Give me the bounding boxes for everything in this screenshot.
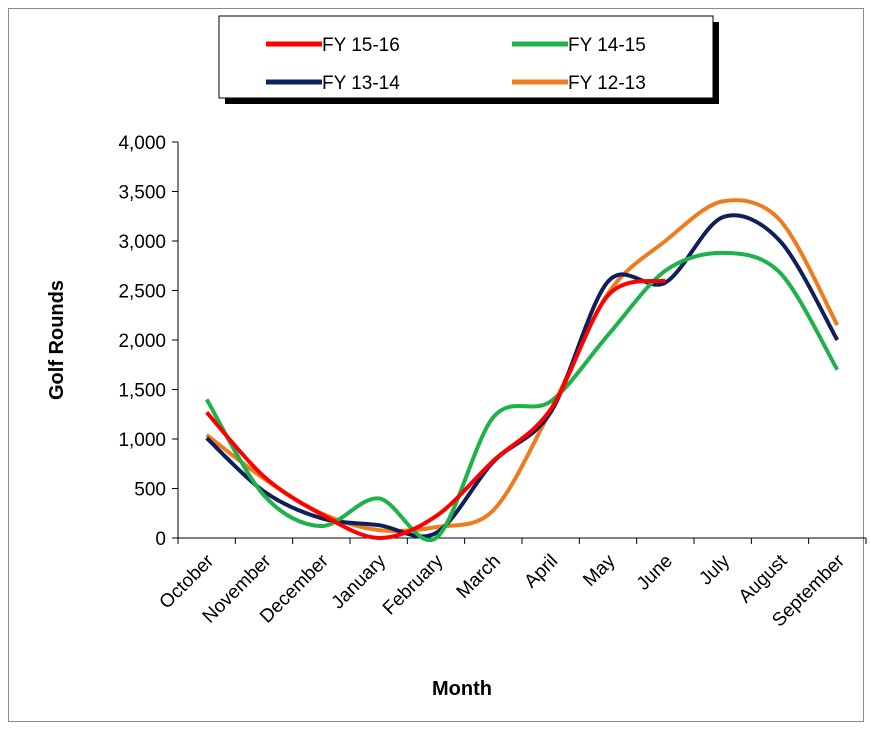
x-tick-label: July: [695, 550, 734, 589]
series-line-fy-12-13: [205, 198, 840, 534]
legend-label: FY 12-13: [568, 73, 646, 94]
x-tick-label: May: [579, 550, 620, 591]
series-line-fy-13-14: [205, 213, 840, 539]
legend-label: FY 14-15: [568, 35, 646, 56]
x-tick-label: March: [453, 551, 505, 603]
y-tick-label: 0: [155, 529, 166, 550]
y-axis-title: Golf Rounds: [46, 280, 68, 400]
y-tick-label: 500: [134, 480, 166, 501]
x-tick-label: February: [379, 550, 448, 619]
y-tick-label: 3,000: [118, 232, 166, 253]
x-tick-label: April: [520, 551, 562, 593]
plot-lines: [204, 198, 840, 543]
y-tick-label: 4,000: [118, 133, 166, 154]
y-tick-label: 2,000: [118, 331, 166, 352]
x-axis-title: Month: [432, 678, 492, 700]
legend: FY 15-16 FY 14-15 FY 13-14 FY 12-13: [218, 15, 719, 104]
legend-label: FY 15-16: [322, 35, 400, 56]
series-line-fy-14-15: [204, 250, 840, 543]
legend-label: FY 13-14: [322, 73, 400, 94]
y-tick-label: 3,500: [118, 183, 166, 204]
chart-frame: [8, 8, 864, 722]
y-tick-label: 1,000: [118, 430, 166, 451]
y-axis: 0 500 1,000 1,500 2,000 2,500 3,000 3,500 4,000: [118, 133, 179, 550]
x-tick-label: August: [735, 550, 792, 607]
y-tick-label: 2,500: [118, 282, 166, 303]
series-line-fy-15-16: [205, 278, 666, 541]
x-tick-label: June: [633, 551, 677, 595]
y-tick-label: 1,500: [118, 381, 166, 402]
